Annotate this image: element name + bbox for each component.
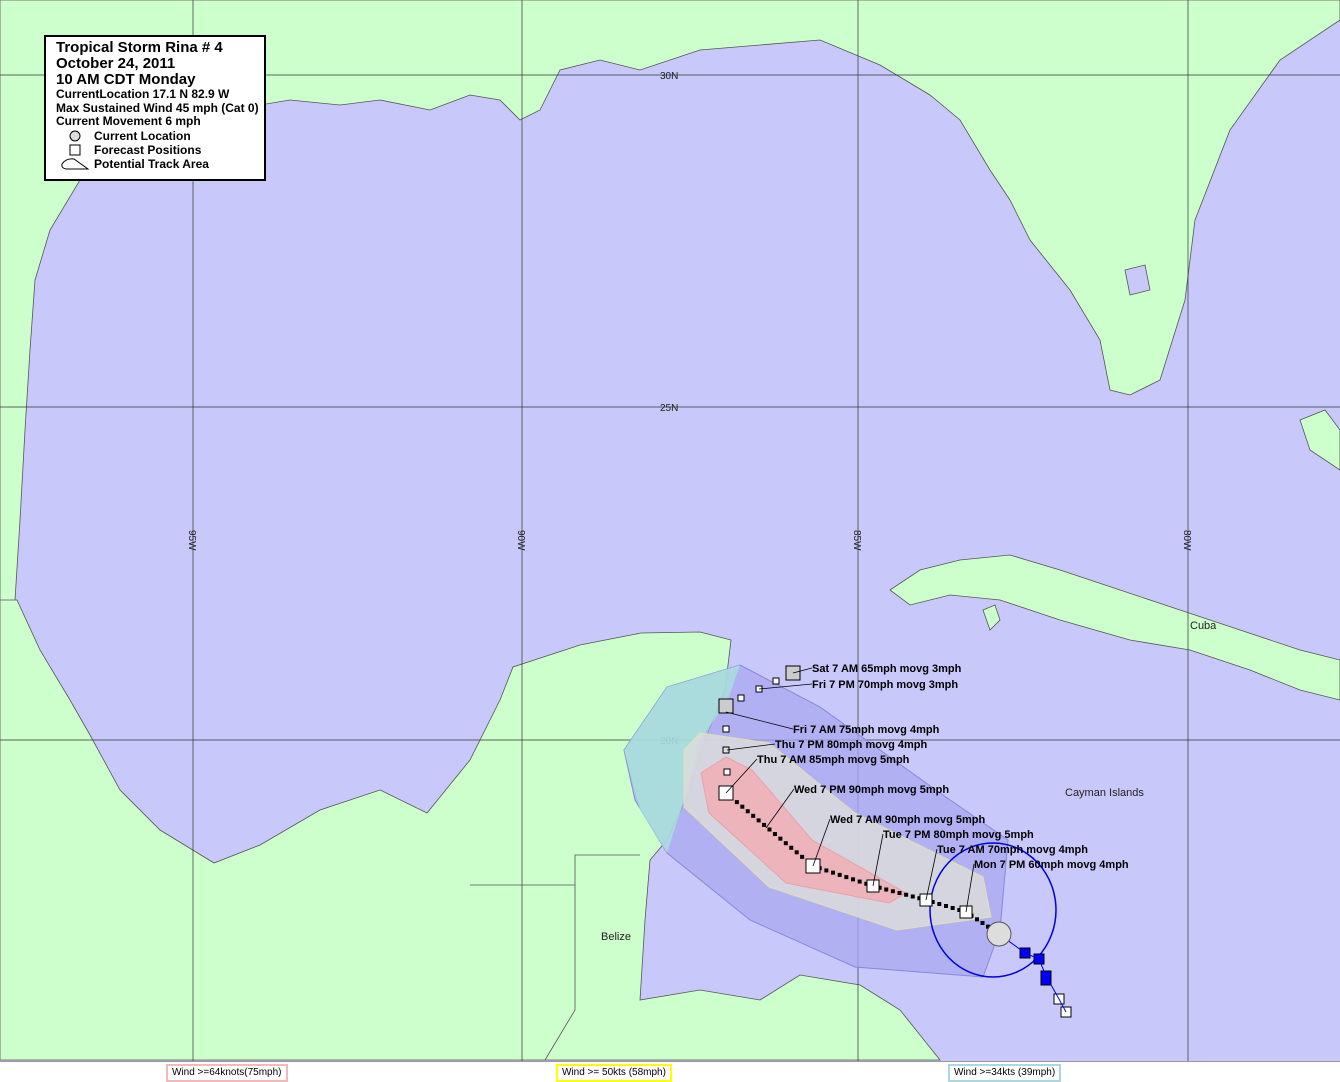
track-dot	[784, 841, 788, 845]
forecast-position-marker	[773, 678, 779, 684]
longitude-label: 95W	[186, 530, 197, 551]
track-dot	[904, 893, 908, 897]
forecast-label: Thu 7 PM 80mph movg 4mph	[775, 739, 927, 751]
track-dot	[746, 809, 750, 813]
forecast-label: Fri 7 PM 70mph movg 3mph	[812, 679, 958, 691]
current-location-marker	[987, 922, 1011, 946]
forecast-label: Tue 7 PM 80mph movg 5mph	[883, 829, 1034, 841]
legend-row-track-area: Potential Track Area	[56, 157, 264, 171]
track-dot	[751, 814, 755, 818]
track-dot	[937, 902, 941, 906]
storm-date: October 24, 2011	[56, 56, 264, 72]
legend-row-forecast-positions: Forecast Positions	[56, 143, 264, 157]
forecast-label: Sat 7 AM 65mph movg 3mph	[812, 663, 962, 675]
lake-okeechobee	[1125, 265, 1150, 295]
storm-time: 10 AM CDT Monday	[56, 72, 264, 88]
track-dot	[795, 850, 799, 854]
track-dot	[884, 888, 888, 892]
track-dot	[789, 846, 793, 850]
forecast-label: Wed 7 AM 90mph movg 5mph	[830, 814, 986, 826]
cone-icon	[56, 158, 94, 170]
place-cuba: Cuba	[1190, 620, 1217, 632]
track-dot	[944, 904, 948, 908]
track-dot	[800, 855, 804, 859]
track-dot	[851, 877, 855, 881]
track-dot	[824, 868, 828, 872]
storm-title: Tropical Storm Rina # 4	[56, 40, 264, 56]
max-wind: Max Sustained Wind 45 mph (Cat 0)	[56, 102, 264, 116]
square-icon	[56, 144, 94, 156]
track-dot	[838, 873, 842, 877]
track-dot	[975, 917, 979, 921]
forecast-position-marker	[723, 726, 729, 732]
forecast-position-marker	[719, 699, 733, 713]
circle-icon	[56, 130, 94, 142]
track-dot	[951, 906, 955, 910]
track-dot	[891, 889, 895, 893]
wind-key-64kt: Wind >=64knots(75mph)	[166, 1064, 288, 1082]
wind-key-50kt: Wind >= 50kts (58mph)	[556, 1064, 672, 1082]
current-location: CurrentLocation 17.1 N 82.9 W	[56, 88, 264, 102]
track-dot	[911, 895, 915, 899]
longitude-label: 85W	[851, 530, 862, 551]
latitude-label: 30N	[660, 71, 678, 82]
track-dot	[844, 875, 848, 879]
track-dot	[740, 805, 744, 809]
wind-key-34kt: Wind >=34kts (39mph)	[948, 1064, 1061, 1082]
forecast-position-marker	[738, 695, 744, 701]
track-dot	[757, 818, 761, 822]
latitude-label: 25N	[660, 403, 678, 414]
track-dot	[898, 891, 902, 895]
track-dot	[762, 823, 766, 827]
legend-label: Forecast Positions	[94, 143, 201, 157]
storm-info-legend: Tropical Storm Rina # 4 October 24, 2011…	[44, 35, 266, 181]
forecast-label: Thu 7 AM 85mph movg 5mph	[757, 754, 910, 766]
place-cayman-islands: Cayman Islands	[1065, 787, 1144, 799]
track-dot	[735, 800, 739, 804]
place-belize: Belize	[601, 931, 631, 943]
track-dot	[858, 880, 862, 884]
longitude-label: 90W	[515, 530, 526, 551]
track-dot	[981, 921, 985, 925]
current-movement: Current Movement 6 mph	[56, 115, 264, 129]
forecast-label: Fri 7 AM 75mph movg 4mph	[793, 724, 940, 736]
legend-label: Current Location	[94, 129, 191, 143]
legend-row-current-location: Current Location	[56, 129, 264, 143]
forecast-label: Wed 7 PM 90mph movg 5mph	[794, 784, 949, 796]
track-dot	[831, 871, 835, 875]
track-dot	[773, 832, 777, 836]
forecast-label: Mon 7 PM 60mph movg 4mph	[974, 859, 1129, 871]
legend-label: Potential Track Area	[94, 157, 209, 171]
forecast-label: Tue 7 AM 70mph movg 4mph	[937, 844, 1088, 856]
track-dot	[768, 828, 772, 832]
track-dot	[778, 837, 782, 841]
longitude-label: 80W	[1181, 530, 1192, 551]
wind-key-bar: Wind >=64knots(75mph) Wind >= 50kts (58m…	[0, 1061, 1340, 1082]
forecast-position-marker	[724, 769, 730, 775]
